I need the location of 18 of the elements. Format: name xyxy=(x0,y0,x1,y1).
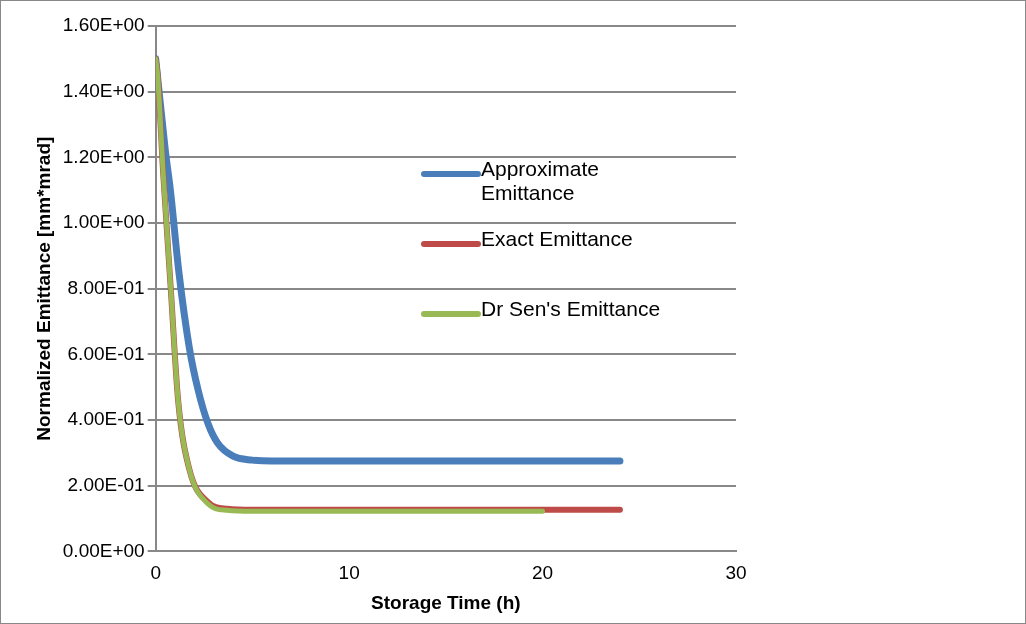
y-tick-label: 1.20E+00 xyxy=(62,145,145,167)
legend-label: Approximate Emittance xyxy=(481,157,600,205)
legend-label: Dr Sen's Emittance xyxy=(481,297,662,321)
y-tick-label: 8.00E-01 xyxy=(67,276,145,298)
y-tick-label: 1.60E+00 xyxy=(62,14,145,36)
y-tick-label: 2.00E-01 xyxy=(67,473,145,495)
y-axis-title: Normalized Emittance [mm*mrad] xyxy=(32,136,54,441)
y-tick-label: 0.00E+00 xyxy=(62,539,145,561)
x-tick-label: 10 xyxy=(338,562,360,584)
x-tick-label: 0 xyxy=(150,562,161,584)
y-tick-label: 6.00E-01 xyxy=(67,342,145,364)
x-tick-label: 30 xyxy=(725,562,747,584)
y-tick-label: 1.40E+00 xyxy=(62,79,145,101)
legend-label: Exact Emittance xyxy=(481,227,634,251)
y-tick-label: 4.00E-01 xyxy=(67,408,145,430)
x-axis-title: Storage Time (h) xyxy=(371,591,521,613)
x-tick-label: 20 xyxy=(531,562,554,584)
y-tick-label: 1.00E+00 xyxy=(62,211,145,233)
